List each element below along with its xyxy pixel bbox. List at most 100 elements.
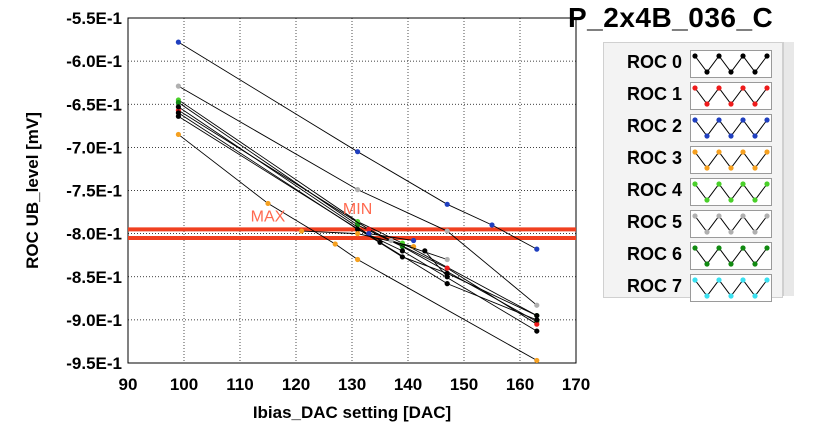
legend-swatch-point	[740, 149, 746, 155]
x-tick-label: 110	[226, 375, 253, 394]
series-line	[424, 250, 448, 278]
data-point	[534, 321, 540, 327]
legend-swatch-point	[740, 53, 746, 59]
data-point	[534, 302, 540, 308]
legend-swatch-point	[704, 101, 710, 107]
legend-swatch-point	[764, 149, 770, 155]
x-tick-label: 170	[562, 375, 590, 394]
legend-swatch-point	[692, 213, 698, 219]
legend-swatch-point	[752, 165, 758, 171]
data-point	[366, 226, 372, 232]
legend-swatch-point	[764, 181, 770, 187]
data-point	[175, 131, 181, 138]
series-line	[178, 109, 538, 325]
series-line	[178, 106, 537, 321]
legend-item: ROC 5	[604, 208, 782, 238]
legend-swatch-point	[692, 245, 698, 251]
data-point	[175, 113, 181, 119]
legend-swatch	[690, 242, 772, 270]
y-tick-label: -6.5E-1	[66, 95, 122, 114]
legend-item: ROC 0	[604, 48, 782, 78]
legend-item: ROC 3	[604, 144, 782, 174]
legend-swatch-point	[692, 277, 698, 283]
reference-lines	[128, 227, 576, 240]
legend-swatch	[690, 82, 772, 110]
data-point	[175, 39, 181, 45]
y-tick-label: -5.5E-1	[66, 9, 122, 28]
legend-swatch-point	[716, 53, 722, 59]
data-point	[534, 312, 540, 319]
chart-title: P_2x4B_036_C	[568, 2, 774, 33]
x-tick-label: 90	[119, 375, 138, 394]
legend-swatch-point	[704, 69, 710, 75]
legend-swatch-point	[704, 261, 710, 267]
legend-swatch-point	[704, 165, 710, 171]
tick-labels: 90 100 110 120 130 140 150 160 170 -5.5E-1 -6.0E-1…	[66, 9, 590, 394]
legend-swatch-point	[740, 213, 746, 219]
y-tick-label: -8.0E-1	[66, 225, 122, 244]
x-tick-label: 140	[394, 375, 422, 394]
annotations: MAX MIN	[251, 201, 373, 226]
legend-swatch-point	[752, 101, 758, 107]
y-tick-label: -9.5E-1	[66, 354, 122, 373]
legend-swatch-point	[728, 69, 734, 75]
data-point	[265, 200, 271, 207]
x-tick-label: 120	[282, 375, 310, 394]
data-point	[399, 248, 405, 254]
legend-swatch-point	[728, 261, 734, 267]
legend-swatch-point	[740, 277, 746, 283]
data-point	[355, 187, 361, 193]
series-line	[178, 85, 538, 306]
legend-swatch-point	[704, 293, 710, 299]
series-line	[178, 41, 538, 250]
data-point	[355, 231, 361, 237]
legend-item: ROC 2	[604, 112, 782, 142]
data-point	[332, 241, 338, 247]
legend-swatch	[690, 210, 772, 238]
legend-swatch-point	[752, 293, 758, 299]
legend-swatch-point	[716, 245, 722, 251]
legend-scrollbar[interactable]	[783, 42, 794, 296]
legend-swatch-point	[704, 229, 710, 235]
legend-swatch-point	[716, 181, 722, 187]
legend-swatch-point	[752, 69, 758, 75]
data-point	[444, 281, 450, 287]
legend-swatch-point	[692, 85, 698, 91]
x-axis-title: Ibias_DAC setting [DAC]	[253, 403, 451, 422]
legend-swatch-point	[764, 117, 770, 123]
legend-swatch-point	[752, 229, 758, 235]
x-tick-label: 150	[450, 375, 478, 394]
legend-item: ROC 1	[604, 80, 782, 110]
data-point	[355, 149, 361, 155]
data-point	[534, 246, 540, 252]
legend-label: ROC 4	[626, 180, 682, 200]
series-line	[178, 115, 537, 316]
x-tick-label: 160	[506, 375, 534, 394]
data-point	[534, 317, 540, 323]
legend-swatch-point	[764, 213, 770, 219]
plot-frame	[127, 17, 577, 364]
series-line	[368, 233, 414, 241]
legend-swatch-point	[752, 133, 758, 139]
legend-swatch-point	[764, 53, 770, 59]
y-tick-label: -7.0E-1	[66, 138, 122, 157]
legend-label: ROC 7	[626, 276, 682, 296]
legend-swatch-point	[728, 165, 734, 171]
legend-panel: ROC 0 ROC 1 ROC 2 ROC 3 ROC 4 ROC 5 ROC 6 ROC 7	[603, 42, 783, 302]
series-line	[391, 240, 448, 260]
legend-swatch-point	[692, 149, 698, 155]
legend-swatch-point	[764, 277, 770, 283]
legend-swatch-point	[716, 117, 722, 123]
legend-swatch-point	[740, 181, 746, 187]
y-axis-title: ROC UB_level [mV]	[23, 112, 42, 269]
legend-swatch-point	[716, 277, 722, 283]
series-line	[178, 99, 538, 316]
y-tick-label: -9.0E-1	[66, 311, 122, 330]
annotation-min: MIN	[343, 201, 372, 218]
legend-swatch-point	[728, 133, 734, 139]
legend-item: ROC 7	[604, 272, 782, 302]
legend-swatch	[690, 274, 772, 302]
data-point	[534, 328, 540, 334]
legend-swatch-point	[764, 85, 770, 91]
annotation-max: MAX	[251, 209, 286, 226]
